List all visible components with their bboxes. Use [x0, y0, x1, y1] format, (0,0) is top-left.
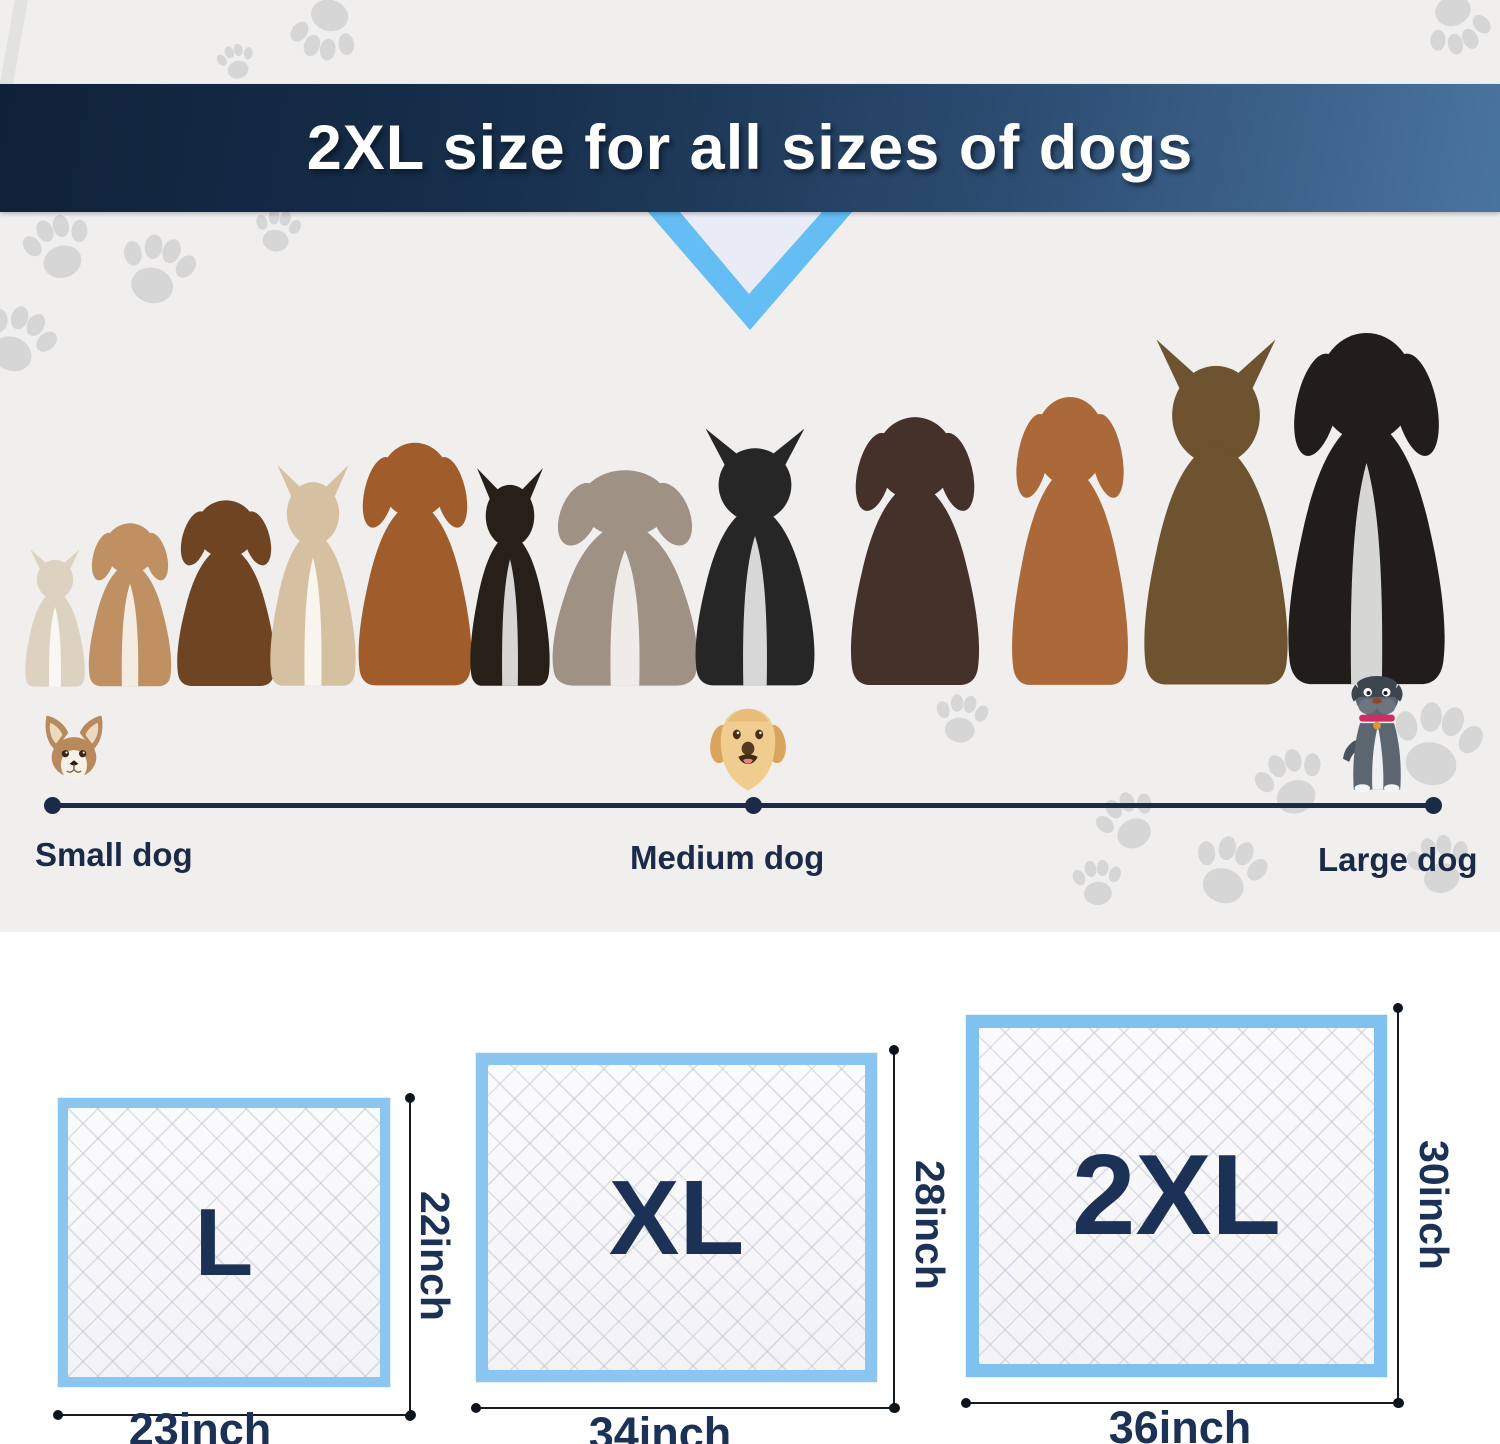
dog-chihuahua — [25, 549, 85, 687]
paw-print-icon — [1395, 702, 1483, 786]
dog-puppy — [88, 523, 172, 687]
pad-l-label: L — [194, 1188, 254, 1296]
dog-bulldog — [552, 470, 698, 686]
pad-l-height-label: 22inch — [412, 1191, 458, 1321]
pad-2xl-height-label: 30inch — [1411, 1140, 1457, 1270]
pad-xl-width-label: 34inch — [588, 1408, 732, 1444]
dimension-dot — [471, 1403, 481, 1413]
dog-bernese-mountain-dog — [1287, 332, 1445, 685]
dog-cavalier-spaniel — [358, 442, 472, 686]
size-scale-line — [44, 797, 1442, 814]
labrador-face-icon — [710, 708, 786, 791]
scale-dot-medium — [745, 797, 762, 814]
dog-vizsla — [1012, 397, 1128, 685]
pad-l-width-dimension-line — [53, 1410, 416, 1420]
pad-size-l: L — [58, 1098, 390, 1387]
small-dog-label: Small dog — [35, 836, 193, 873]
dog-border-collie — [695, 428, 815, 686]
dimension-dot — [405, 1093, 415, 1103]
pad-corner-graphic — [648, 212, 852, 330]
paw-print-icon — [936, 694, 989, 743]
paw-print-icon — [1198, 836, 1268, 904]
dog-miniature-pinscher — [470, 468, 550, 686]
paw-print-icon — [1072, 859, 1121, 906]
gray-dog-icon — [1343, 676, 1403, 792]
dog-french-bulldog — [270, 465, 356, 686]
dimension-dot — [961, 1398, 971, 1408]
dimension-dot — [1393, 1003, 1403, 1013]
paw-print-icon — [22, 214, 88, 279]
pad-l-height-dimension-line — [405, 1093, 415, 1421]
pad-xl-height-dimension-line — [889, 1045, 899, 1413]
dog-dachshund — [177, 500, 275, 686]
pad-2xl-label: 2XL — [1071, 1132, 1282, 1259]
pad-xl-height-label: 28inch — [907, 1160, 953, 1290]
banner-title: 2XL size for all sizes of dogs — [306, 113, 1194, 183]
dimension-dot — [53, 1410, 63, 1420]
pad-size-xl: XL — [476, 1053, 877, 1382]
dimension-dot — [406, 1410, 416, 1420]
paw-print-icon — [0, 306, 57, 372]
dimension-dot — [889, 1045, 899, 1055]
pad-xl-label: XL — [608, 1158, 745, 1277]
paw-print-icon — [1407, 834, 1468, 893]
dog-labrador — [850, 417, 980, 686]
large-dog-label: Large dog — [1318, 841, 1478, 878]
paw-print-icon — [256, 209, 302, 252]
paw-print-icon — [1430, 0, 1491, 55]
pad-2xl-height-dimension-line — [1393, 1003, 1403, 1408]
paw-print-icon — [124, 234, 197, 304]
banner: 2XL size for all sizes of dogs — [0, 84, 1500, 212]
dog-german-shepherd — [1144, 339, 1288, 685]
paw-print-icon — [216, 43, 253, 79]
scale-dot-small — [44, 797, 61, 814]
medium-dog-label: Medium dog — [630, 839, 825, 876]
dimension-dot — [890, 1403, 900, 1413]
chihuahua-face-icon — [45, 715, 103, 781]
paw-print-icon — [1254, 749, 1321, 814]
pad-2xl-width-dimension-line — [961, 1398, 1404, 1408]
paw-print-icon — [290, 0, 355, 61]
pad-l-width-label: 23inch — [128, 1404, 272, 1444]
pad-size-2xl: 2XL — [966, 1015, 1387, 1377]
pad-xl-width-dimension-line — [471, 1403, 900, 1413]
pad-2xl-width-label: 36inch — [1108, 1402, 1252, 1444]
scale-dot-large — [1425, 797, 1442, 814]
dogs-section: Small dog Medium dog Large dog 2XL size … — [0, 0, 1500, 932]
dimension-dot — [1394, 1398, 1404, 1408]
